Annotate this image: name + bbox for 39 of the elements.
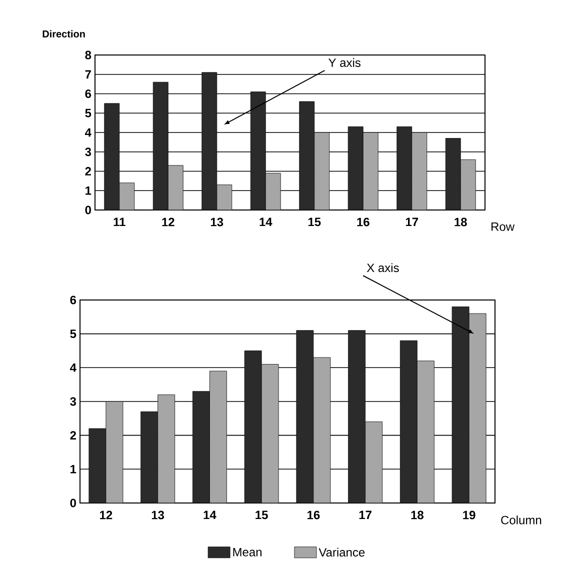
x-tick-label: 14 [204,510,216,520]
y-tick-label: 6 [70,296,76,304]
x-tick-label: 14 [260,218,272,226]
y-axis-title: Direction [42,30,85,38]
annotation: X axis [366,263,399,272]
x-axis-title: Row [492,222,515,231]
y-tick-label: 4 [84,128,92,137]
x-tick-label: 15 [308,218,321,226]
y-tick-label: 4 [70,364,76,372]
x-tick-label: 16 [357,218,370,226]
y-tick-label: 6 [85,90,92,98]
y-tick-label: 1 [70,465,76,474]
y-tick-label: 8 [85,50,92,60]
y-tick-label: 3 [70,397,76,406]
x-tick-label: 19 [463,510,476,520]
x-axis-title: Column [501,516,542,524]
y-tick-label: 7 [85,70,91,78]
x-tick-label: 13 [152,510,164,520]
y-tick-label: 3 [85,148,92,156]
x-tick-label: 15 [256,510,268,520]
x-tick-label: 18 [411,510,424,520]
y-tick-label: 5 [85,108,92,118]
x-tick-label: 16 [308,510,320,520]
x-tick-label: 17 [406,218,418,226]
x-tick-label: 17 [359,510,372,520]
y-tick-label: 0 [70,498,76,508]
y-tick-label: 2 [70,431,76,440]
y-tick-label: 5 [70,330,76,338]
x-tick-label: 12 [162,218,174,226]
x-tick-label: 18 [454,218,467,226]
x-tick-label: 13 [210,218,224,226]
legend-label: Variance [318,548,365,557]
x-tick-label: 11 [114,218,126,226]
y-tick-label: 0 [85,206,91,214]
annotation: Y axis [328,58,360,67]
legend-label: Mean [233,548,262,556]
y-tick-label: 2 [85,167,91,176]
y-tick-label: 1 [86,186,92,195]
x-tick-label: 12 [100,510,112,520]
